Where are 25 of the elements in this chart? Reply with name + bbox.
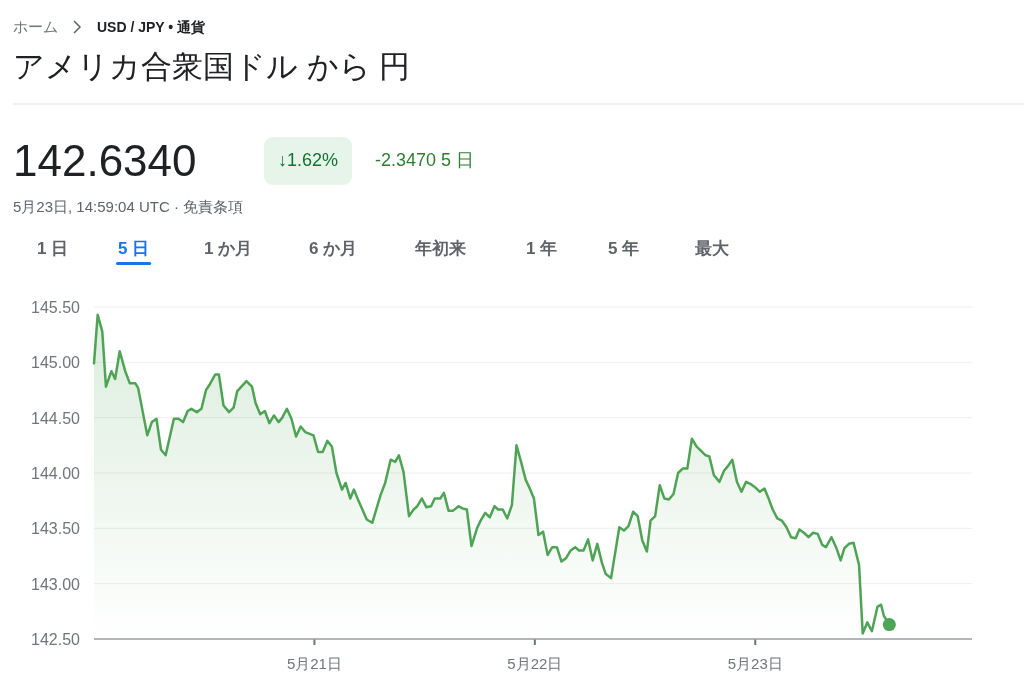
y-tick-label: 144.00 (31, 465, 81, 482)
text: 年初来 (414, 239, 466, 258)
text: ホーム (13, 18, 58, 35)
x-tick-label: 5月22日 (507, 655, 563, 672)
text: 5 年 (608, 239, 640, 258)
text: 5 日 (118, 239, 150, 258)
y-tick-label: 145.00 (31, 354, 81, 372)
text: 5月23日, 14:59:04 UTC · 免責条項 (13, 198, 244, 215)
text: USD / JPY • 通貨 (97, 19, 206, 35)
text: 142.6340 (13, 136, 197, 185)
chart-title: アメリカ合衆国ドル から 円 (13, 49, 411, 84)
y-tick-label: 144.50 (31, 409, 81, 427)
text: 6 か月 (309, 239, 358, 258)
y-tick-label: 143.00 (31, 575, 81, 593)
y-tick-label: 142.50 (31, 631, 81, 648)
y-tick-label: 143.50 (31, 520, 81, 538)
text: 1 か月 (204, 239, 253, 258)
text: 1 日 (37, 239, 69, 258)
y-tick-label: 145.50 (31, 299, 81, 316)
text: 1 年 (526, 239, 558, 258)
text: -2.3470 5 日 (375, 150, 475, 170)
x-tick-label: 5月23日 (727, 655, 783, 672)
x-tick-label: 5月21日 (286, 655, 342, 672)
text: ↓1.62% (277, 150, 339, 170)
text: 最大 (694, 239, 730, 258)
